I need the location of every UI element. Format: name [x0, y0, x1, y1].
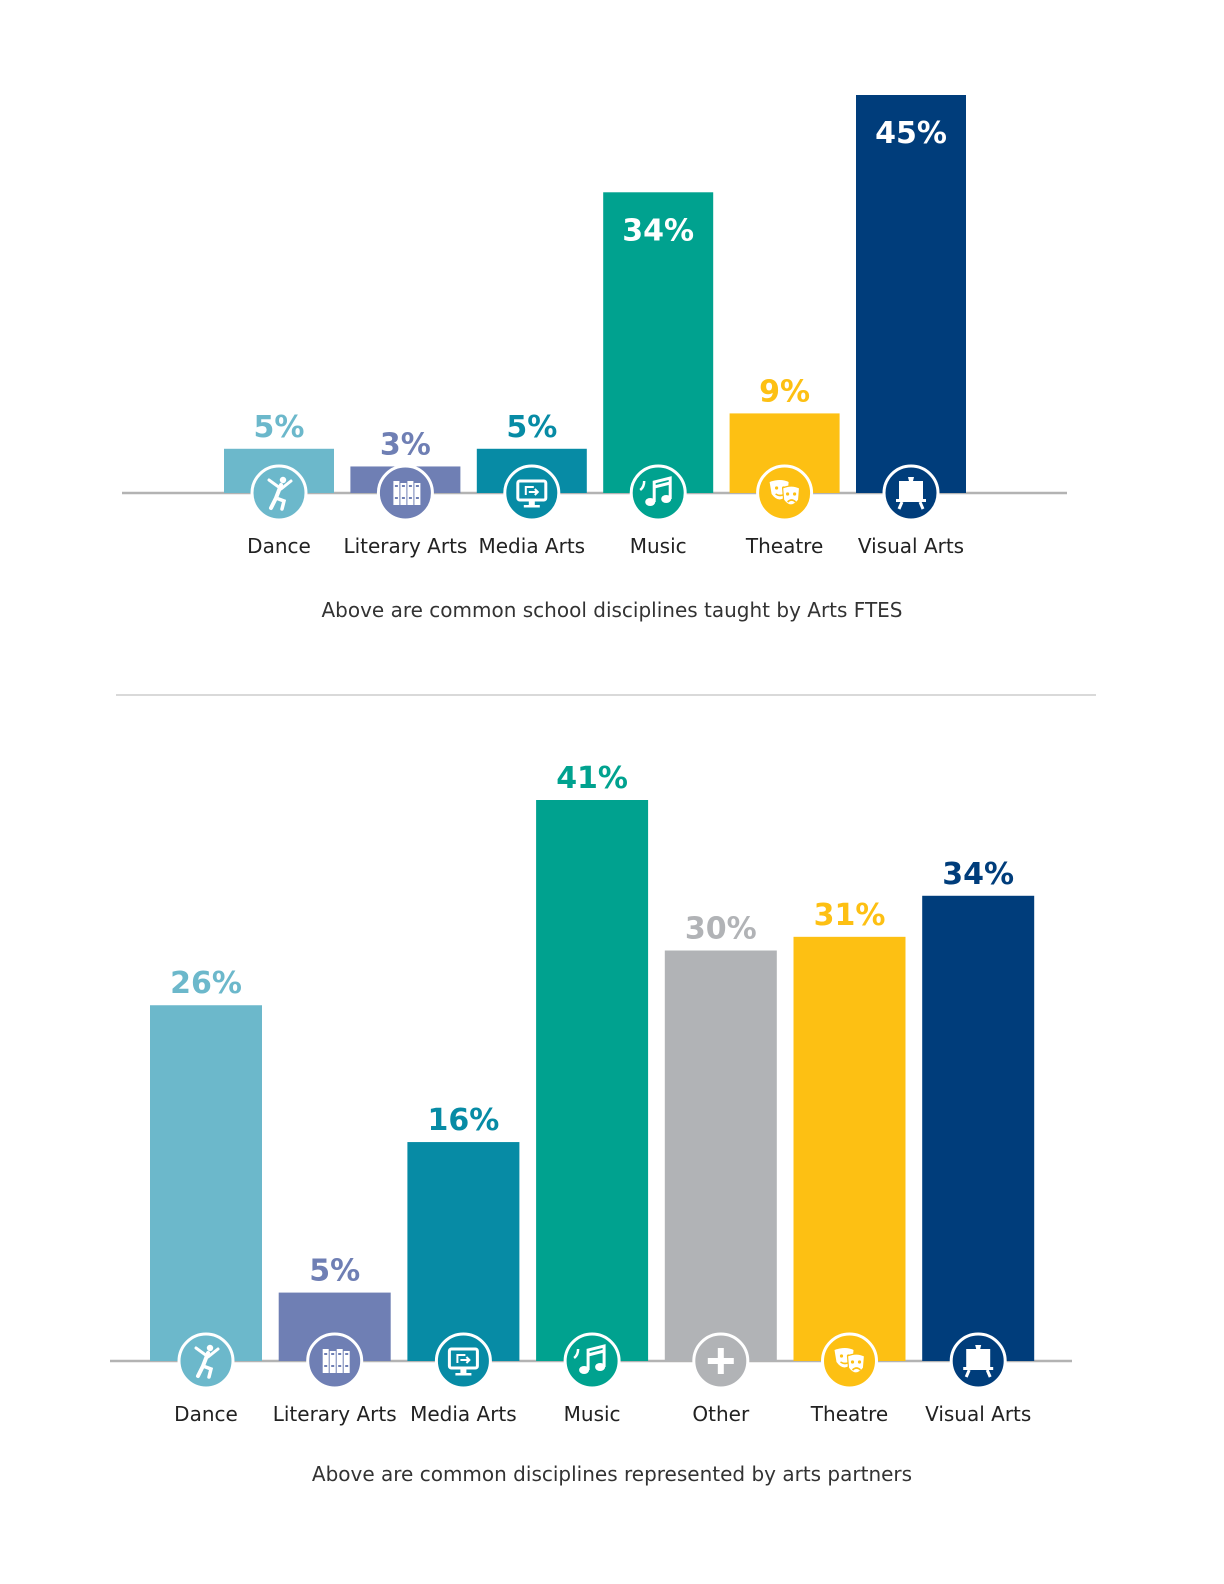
chart-2-caption: Above are common disciplines represented…	[311, 1462, 913, 1486]
bar-group-visual-arts: 34% Visual Arts	[922, 857, 1035, 1426]
category-label-visual-arts: Visual Arts	[858, 534, 964, 558]
category-label-theatre: Theatre	[810, 1402, 888, 1426]
category-label-media-arts: Media Arts	[410, 1402, 517, 1426]
category-label-dance: Dance	[247, 534, 311, 558]
value-label-other: 30%	[685, 912, 757, 947]
dancer-icon	[267, 476, 293, 511]
icon-badge-music	[563, 1332, 621, 1390]
bar-group-theatre: 9% Theatre	[729, 374, 840, 558]
books-icon	[393, 481, 421, 505]
theatre-masks-icon	[769, 480, 801, 506]
category-label-literary-arts: Literary Arts	[343, 534, 467, 558]
section-divider	[116, 694, 1096, 696]
bar-group-media-arts: 5% Media Arts	[476, 410, 587, 558]
value-label-dance: 26%	[170, 966, 242, 1001]
monitor-icon	[516, 479, 548, 508]
monitor-icon	[447, 1347, 479, 1376]
bar-visual-arts	[856, 95, 966, 493]
easel-icon	[963, 1345, 994, 1378]
books-icon	[322, 1349, 350, 1373]
value-label-media-arts: 16%	[427, 1103, 499, 1138]
category-label-dance: Dance	[174, 1402, 238, 1426]
category-label-theatre: Theatre	[745, 534, 823, 558]
category-label-visual-arts: Visual Arts	[925, 1402, 1031, 1426]
bar-dance	[150, 1005, 262, 1361]
easel-icon	[896, 477, 926, 510]
chart-1-caption: Above are common school disciplines taug…	[321, 598, 903, 622]
plus-icon	[707, 1348, 734, 1374]
bar-group-media-arts: 16% Media Arts	[407, 1103, 520, 1426]
theatre-masks-icon	[834, 1348, 866, 1374]
bar-other	[664, 950, 777, 1361]
value-label-theatre: 9%	[759, 374, 810, 409]
chart-partner-disciplines: 26% Dance 5% Literary Arts 16% Media Arts 41% M…	[110, 761, 1072, 1426]
bar-media-arts	[407, 1142, 520, 1361]
value-label-music: 41%	[556, 761, 628, 796]
value-label-media-arts: 5%	[506, 410, 557, 445]
category-label-music: Music	[630, 534, 687, 558]
value-label-theatre: 31%	[814, 898, 886, 933]
bar-group-theatre: 31% Theatre	[793, 898, 906, 1426]
chart-school-disciplines: 5% Dance 3% Literary Arts 5% Media Arts 34% Mus…	[122, 95, 1067, 558]
music-note-icon	[639, 476, 672, 506]
bar-visual-arts	[922, 895, 1035, 1361]
value-label-visual-arts: 45%	[875, 116, 947, 151]
bar-group-dance: 26% Dance	[150, 966, 262, 1426]
value-label-music: 34%	[622, 213, 694, 248]
value-label-visual-arts: 34%	[942, 857, 1014, 892]
value-label-dance: 5%	[254, 410, 305, 445]
bar-group-visual-arts: 45% Visual Arts	[856, 95, 966, 558]
category-label-music: Music	[564, 1402, 621, 1426]
bar-group-literary-arts: 5% Literary Arts	[273, 1254, 397, 1426]
bar-theatre	[793, 936, 906, 1361]
bar-group-dance: 5% Dance	[224, 410, 334, 558]
bar-music	[536, 800, 649, 1361]
bar-group-music: 34% Music	[603, 192, 714, 558]
music-note-icon	[573, 1344, 606, 1374]
icon-badge-music	[629, 464, 687, 522]
bar-group-music: 41% Music	[536, 761, 649, 1426]
value-label-literary-arts: 5%	[309, 1254, 360, 1289]
value-label-literary-arts: 3%	[380, 427, 431, 462]
dancer-icon	[194, 1344, 220, 1379]
bar-group-literary-arts: 3% Literary Arts	[343, 427, 467, 558]
category-label-other: Other	[692, 1402, 750, 1426]
bar-group-other: 30% Other	[664, 912, 777, 1426]
category-label-literary-arts: Literary Arts	[273, 1402, 397, 1426]
bar-music	[603, 192, 714, 494]
category-label-media-arts: Media Arts	[479, 534, 586, 558]
